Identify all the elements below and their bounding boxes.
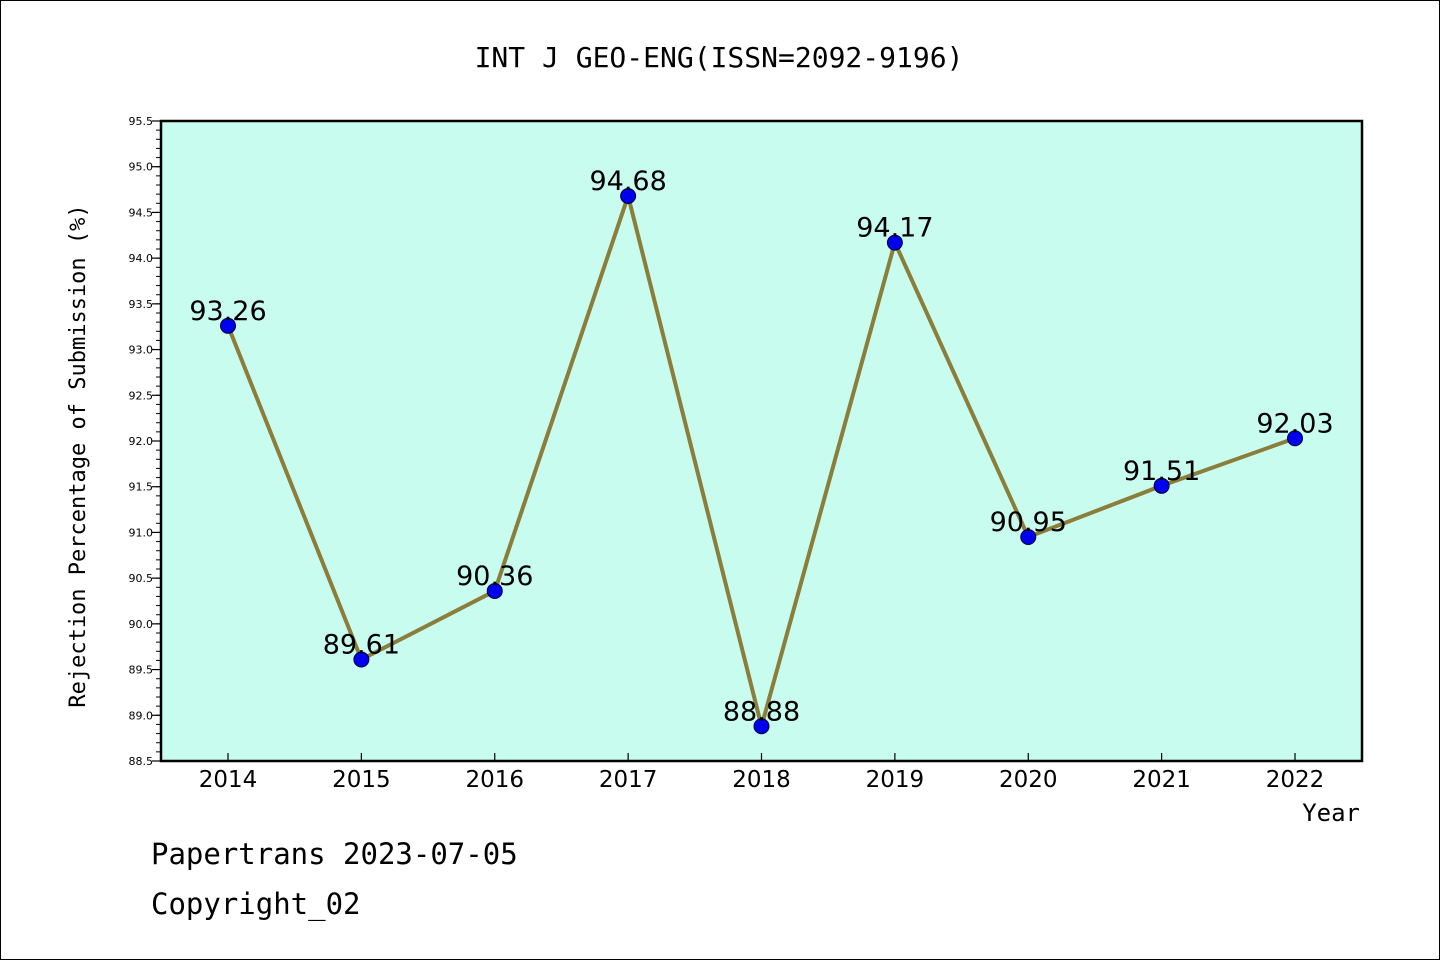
data-point-marker: [886, 234, 903, 251]
plot-area: [161, 121, 1362, 761]
y-tick-label: 89.0: [129, 709, 154, 722]
data-point-marker: [353, 651, 370, 668]
x-tick-label: 2017: [599, 767, 658, 793]
y-tick-label: 92.0: [129, 435, 154, 448]
data-label: 92.03: [1256, 408, 1333, 439]
x-tick-label: 2016: [465, 767, 524, 793]
data-label: 93.26: [189, 296, 266, 327]
data-point-marker: [1020, 529, 1037, 545]
data-label: 94.17: [856, 213, 933, 244]
data-label: 88.88: [723, 696, 800, 727]
data-label: 90.95: [990, 507, 1067, 538]
x-tick-label: 2020: [999, 767, 1058, 793]
y-tick-label: 95.0: [129, 161, 154, 174]
x-axis-ticks: 2014 2015 2016 2017 2018 2019 2020 2021 2022: [199, 753, 1325, 793]
chart-title: INT J GEO-ENG(ISSN=2092-9196): [475, 41, 964, 74]
data-label: 94.68: [589, 166, 666, 197]
x-tick-label: 2021: [1132, 767, 1191, 793]
footer-date-text: Papertrans 2023-07-05: [151, 837, 518, 871]
data-point-marker: [620, 187, 637, 204]
markers-group: [220, 187, 1303, 735]
plot-border: [159, 119, 1364, 763]
y-tick-label: 91.5: [129, 481, 154, 494]
y-tick-label: 95.5: [129, 115, 154, 128]
data-point-marker: [220, 317, 236, 334]
x-tick-label: 2015: [332, 767, 391, 793]
data-label: 91.51: [1123, 456, 1200, 487]
data-point-marker: [1153, 477, 1170, 494]
y-tick-label: 91.0: [129, 526, 154, 539]
data-point-marker: [486, 582, 503, 599]
data-point-marker: [1287, 430, 1303, 447]
y-tick-label: 93.5: [129, 298, 154, 311]
x-tick-label: 2019: [866, 767, 925, 793]
x-tick-label: 2022: [1266, 767, 1325, 793]
data-label: 90.36: [456, 561, 533, 592]
data-label: 89.61: [323, 630, 400, 661]
data-point-marker: [753, 718, 770, 735]
x-tick-label: 2014: [199, 767, 258, 793]
y-tick-label: 90.5: [129, 572, 154, 585]
x-tick-label: 2018: [732, 767, 791, 793]
y-tick-label: 88.5: [129, 755, 154, 768]
y-tick-label: 90.0: [129, 618, 154, 631]
footer-copyright-text: Copyright_02: [151, 887, 361, 921]
y-tick-label: 94.0: [129, 252, 154, 265]
x-axis-label: Year: [1302, 799, 1360, 827]
data-labels-group: 93.26 89.61 90.36 94.68 88.88 94.17 90.95 91.51…: [189, 166, 1333, 727]
y-tick-label: 94.5: [129, 206, 154, 219]
y-tick-label: 93.0: [129, 344, 154, 357]
y-tick-label: 89.5: [129, 664, 154, 677]
y-tick-label: 92.5: [129, 389, 154, 402]
y-axis-ticks: 88.5 89.0 89.5 90.0 90.5 91.0 91.5 92.0 92.5 93.0…: [129, 115, 161, 768]
y-axis-label: Rejection Percentage of Submission (%): [66, 204, 91, 707]
